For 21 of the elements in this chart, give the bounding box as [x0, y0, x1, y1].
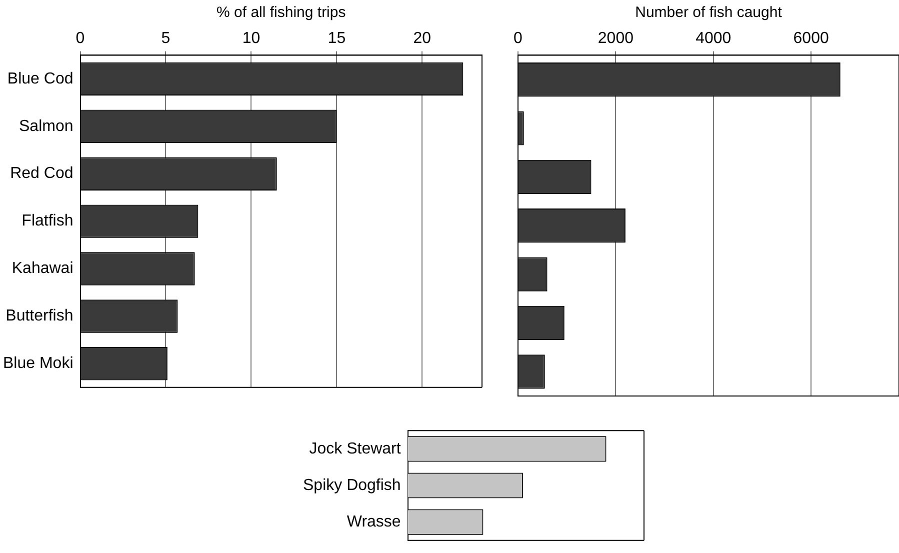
y-tick-label: Jock Stewart: [309, 440, 402, 458]
x-tick-label: 15: [328, 30, 346, 48]
x-tick-label: 5: [161, 30, 170, 48]
y-tick-label: Butterfish: [6, 308, 74, 325]
x-tick-label: 4000: [696, 30, 732, 48]
x-tick-label: 0: [514, 30, 523, 48]
y-tick-label: Blue Moki: [3, 355, 74, 372]
x-axis-title: Number of fish caught: [635, 4, 783, 22]
y-tick-label: Red Cod: [10, 165, 74, 182]
x-tick-label: 20: [413, 30, 432, 48]
x-tick-label: 2000: [598, 30, 634, 48]
x-tick-label: 6000: [793, 30, 829, 48]
x-axis-title: % of all fishing trips: [216, 4, 346, 22]
y-tick-label: Flatfish: [22, 212, 74, 230]
y-tick-label: Blue Cod: [7, 70, 74, 88]
y-tick-label: Wrasse: [346, 514, 401, 531]
x-tick-label: 10: [242, 30, 260, 48]
x-tick-label: 0: [76, 30, 85, 48]
y-tick-label: Salmon: [19, 118, 74, 135]
y-tick-label: Kahawai: [12, 260, 74, 278]
y-tick-label: Spiky Dogfish: [302, 476, 401, 494]
